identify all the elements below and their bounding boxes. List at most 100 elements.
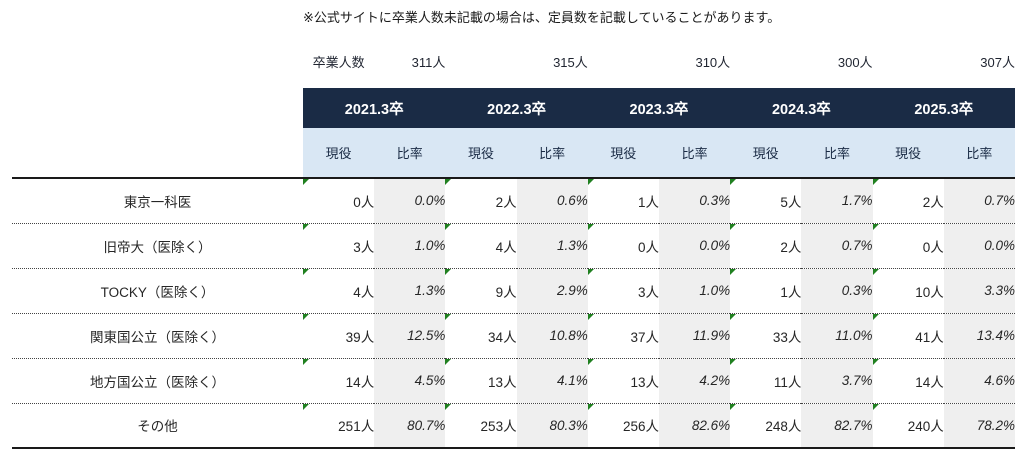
graduates-value: 300人 xyxy=(837,54,873,70)
cell-ratio: 0.3% xyxy=(801,267,873,313)
row-label: その他 xyxy=(12,402,304,449)
cell-ratio: 80.7% xyxy=(374,402,446,449)
results-table: 卒業人数 311人 315人 310人 300人 307人 2021.3卒 20… xyxy=(12,46,1015,449)
cell-current: 2人 xyxy=(730,222,802,268)
cell-current: 14人 xyxy=(872,357,944,403)
cell-current: 10人 xyxy=(872,267,944,313)
graduates-row: 卒業人数 311人 315人 310人 300人 307人 xyxy=(12,46,1015,76)
cell-current: 248人 xyxy=(730,402,802,449)
cell-current: 41人 xyxy=(872,312,944,358)
cell-ratio: 0.0% xyxy=(374,177,446,223)
cell-current: 240人 xyxy=(872,402,944,449)
cell-current: 13人 xyxy=(587,357,659,403)
cell-current: 37人 xyxy=(587,312,659,358)
cell-ratio: 0.7% xyxy=(801,222,873,268)
cell-ratio: 1.0% xyxy=(658,267,731,313)
cell-ratio: 3.7% xyxy=(801,357,873,403)
subheader-ratio: 比率 xyxy=(801,128,873,178)
cell-ratio: 0.6% xyxy=(516,177,588,223)
graduates-value: 315人 xyxy=(553,54,588,70)
cell-ratio: 11.0% xyxy=(801,312,873,358)
cell-current: 39人 xyxy=(303,312,375,358)
cell-current: 13人 xyxy=(445,357,517,403)
spacer-row xyxy=(12,76,1015,88)
cell-current: 3人 xyxy=(303,222,375,268)
cell-ratio: 11.9% xyxy=(658,312,731,358)
cell-current: 253人 xyxy=(445,402,517,449)
empty-cell xyxy=(12,46,303,76)
cell-current: 1人 xyxy=(730,267,802,313)
cell-current: 1人 xyxy=(587,177,659,223)
subheader-current: 現役 xyxy=(587,128,659,178)
row-label: 地方国公立（医除く） xyxy=(12,357,304,403)
cell-current: 3人 xyxy=(587,267,659,313)
year-header: 2025.3卒 xyxy=(872,88,1015,128)
cell-current: 2人 xyxy=(445,177,517,223)
cell-current: 9人 xyxy=(445,267,517,313)
cell-ratio: 78.2% xyxy=(943,402,1015,449)
cell-ratio: 1.3% xyxy=(516,222,588,268)
subheader-ratio: 比率 xyxy=(374,128,446,178)
cell-current: 33人 xyxy=(730,312,802,358)
cell-current: 256人 xyxy=(587,402,659,449)
cell-ratio: 80.3% xyxy=(516,402,588,449)
cell-ratio: 4.1% xyxy=(516,357,588,403)
cell-current: 0人 xyxy=(303,177,375,223)
cell-current: 34人 xyxy=(445,312,517,358)
cell-ratio: 1.7% xyxy=(801,177,873,223)
graduates-value: 311人 xyxy=(411,54,446,70)
cell-current: 4人 xyxy=(445,222,517,268)
cell-current: 0人 xyxy=(872,222,944,268)
year-header-row: 2021.3卒 2022.3卒 2023.3卒 2024.3卒 2025.3卒 xyxy=(12,88,1015,128)
subheader-current: 現役 xyxy=(303,128,375,178)
cell-current: 0人 xyxy=(587,222,659,268)
empty-cell xyxy=(12,128,303,178)
year-header: 2023.3卒 xyxy=(587,88,731,128)
footnote: ※公式サイトに卒業人数未記載の場合は、定員数を記載していることがあります。 xyxy=(303,10,781,25)
cell-ratio: 1.3% xyxy=(374,267,446,313)
cell-ratio: 82.6% xyxy=(658,402,731,449)
cell-ratio: 0.7% xyxy=(943,177,1015,223)
table-row: 関東国公立（医除く） 39人 12.5% 34人 10.8% 37人 11.9%… xyxy=(12,312,1015,358)
cell-ratio: 10.8% xyxy=(516,312,588,358)
cell-ratio: 82.7% xyxy=(801,402,873,449)
cell-ratio: 0.0% xyxy=(658,222,731,268)
year-header: 2024.3卒 xyxy=(730,88,873,128)
graduates-label: 卒業人数 xyxy=(312,54,365,70)
subheader-ratio: 比率 xyxy=(516,128,588,178)
subheader-ratio: 比率 xyxy=(943,128,1015,178)
subheader-current: 現役 xyxy=(872,128,944,178)
subheader-row: 現役 比率 現役 比率 現役 比率 現役 比率 現役 比率 xyxy=(12,128,1015,178)
year-header: 2022.3卒 xyxy=(445,88,588,128)
table-row: 旧帝大（医除く） 3人 1.0% 4人 1.3% 0人 0.0% 2人 0.7%… xyxy=(12,222,1015,268)
row-label: 東京一科医 xyxy=(12,177,304,223)
empty-cell xyxy=(12,88,303,128)
year-header: 2021.3卒 xyxy=(303,88,446,128)
table-row: TOCKY（医除く） 4人 1.3% 9人 2.9% 3人 1.0% 1人 0.… xyxy=(12,267,1015,313)
cell-current: 14人 xyxy=(303,357,375,403)
cell-ratio: 4.2% xyxy=(658,357,731,403)
cell-ratio: 1.0% xyxy=(374,222,446,268)
row-label: 関東国公立（医除く） xyxy=(12,312,304,358)
row-label: TOCKY（医除く） xyxy=(12,267,304,313)
cell-current: 5人 xyxy=(730,177,802,223)
subheader-current: 現役 xyxy=(730,128,802,178)
subheader-current: 現役 xyxy=(445,128,517,178)
cell-ratio: 13.4% xyxy=(943,312,1015,358)
graduates-value: 307人 xyxy=(980,54,1015,70)
table-row: 地方国公立（医除く） 14人 4.5% 13人 4.1% 13人 4.2% 11… xyxy=(12,357,1015,403)
cell-current: 2人 xyxy=(872,177,944,223)
cell-current: 251人 xyxy=(303,402,375,449)
cell-ratio: 0.0% xyxy=(943,222,1015,268)
cell-ratio: 0.3% xyxy=(658,177,731,223)
table-row: 東京一科医 0人 0.0% 2人 0.6% 1人 0.3% 5人 1.7% 2人… xyxy=(12,177,1015,223)
subheader-ratio: 比率 xyxy=(658,128,731,178)
cell-ratio: 2.9% xyxy=(516,267,588,313)
row-label: 旧帝大（医除く） xyxy=(12,222,304,268)
cell-ratio: 4.6% xyxy=(943,357,1015,403)
graduates-value: 310人 xyxy=(695,54,731,70)
cell-ratio: 3.3% xyxy=(943,267,1015,313)
cell-current: 11人 xyxy=(730,357,802,403)
cell-ratio: 4.5% xyxy=(374,357,446,403)
